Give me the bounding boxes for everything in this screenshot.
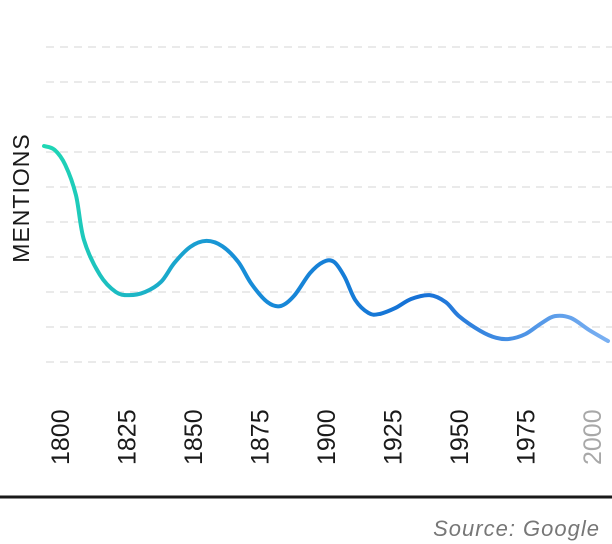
x-tick-label: 1900 <box>313 409 341 465</box>
x-tick-label: 1850 <box>180 409 208 465</box>
x-tick-label: 1950 <box>446 409 474 465</box>
y-axis-label: MENTIONS <box>8 133 34 262</box>
x-tick-label: 1825 <box>113 409 141 465</box>
x-tick-label: 1975 <box>513 409 541 465</box>
source: Source: Google <box>433 516 600 541</box>
x-tick-label: 1925 <box>380 409 408 465</box>
x-tick-label: 1800 <box>47 409 75 465</box>
x-tick-label: 1875 <box>246 409 274 465</box>
x-tick-label: 2000 <box>579 409 607 465</box>
line <box>42 144 610 343</box>
